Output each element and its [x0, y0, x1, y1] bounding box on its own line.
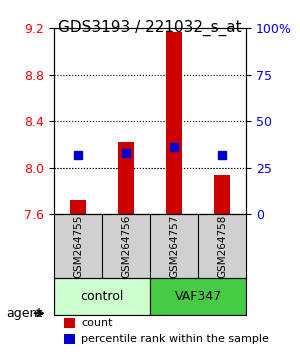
Bar — [118, 142, 134, 214]
Bar — [70, 200, 86, 214]
Text: count: count — [81, 318, 112, 328]
Bar — [166, 32, 182, 214]
Text: percentile rank within the sample: percentile rank within the sample — [81, 334, 269, 344]
Text: GSM264758: GSM264758 — [217, 214, 227, 278]
FancyBboxPatch shape — [54, 278, 150, 315]
Text: GDS3193 / 221032_s_at: GDS3193 / 221032_s_at — [58, 19, 242, 36]
Text: GSM264755: GSM264755 — [73, 214, 83, 278]
Text: agent: agent — [6, 307, 42, 320]
Bar — [64, 318, 75, 328]
Text: GSM264756: GSM264756 — [121, 214, 131, 278]
Bar — [64, 334, 75, 344]
Text: GSM264757: GSM264757 — [169, 214, 179, 278]
Text: control: control — [80, 290, 124, 303]
Text: VAF347: VAF347 — [174, 290, 222, 303]
Bar — [214, 175, 230, 214]
FancyBboxPatch shape — [150, 278, 246, 315]
